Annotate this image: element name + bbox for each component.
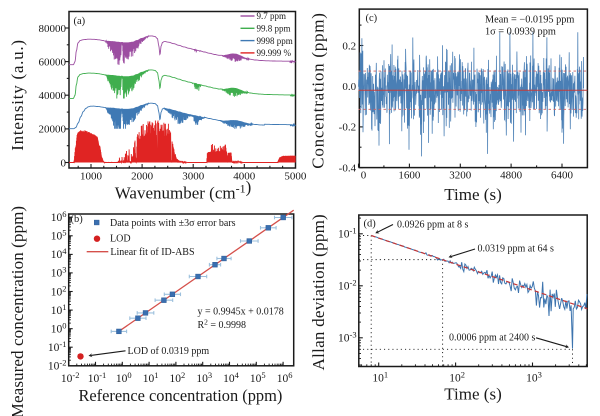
svg-text:0: 0 — [61, 157, 67, 169]
svg-text:0: 0 — [361, 170, 367, 182]
svg-text:0.0926 ppm at 8 s: 0.0926 ppm at 8 s — [397, 220, 468, 231]
svg-text:0.0319 ppm at 64 s: 0.0319 ppm at 64 s — [478, 244, 554, 255]
svg-text:Time (s): Time (s) — [444, 185, 501, 204]
svg-text:99.8 ppm: 99.8 ppm — [257, 24, 291, 34]
svg-text:-0.4: -0.4 — [339, 162, 357, 174]
svg-text:(a): (a) — [74, 16, 86, 27]
svg-text:Intensity (a.u.): Intensity (a.u.) — [8, 39, 27, 151]
svg-text:Measured concentration (ppm): Measured concentration (ppm) — [8, 206, 27, 416]
svg-text:2000: 2000 — [131, 171, 154, 183]
svg-text:4000: 4000 — [233, 171, 256, 183]
svg-text:(c): (c) — [366, 13, 378, 24]
svg-text:LOD of 0.0319 ppm: LOD of 0.0319 ppm — [128, 346, 210, 357]
svg-text:80000: 80000 — [39, 23, 67, 35]
svg-text:99.999 %: 99.999 % — [257, 48, 292, 58]
svg-text:Reference concentration (ppm): Reference concentration (ppm) — [78, 386, 282, 405]
svg-text:0.0006 ppm at 2400 s: 0.0006 ppm at 2400 s — [449, 333, 535, 344]
svg-text:20000: 20000 — [39, 124, 67, 136]
svg-text:R2 = 0.9998: R2 = 0.9998 — [198, 317, 247, 331]
svg-text:3000: 3000 — [182, 171, 205, 183]
svg-text:Allan deviation (ppm): Allan deviation (ppm) — [309, 214, 328, 370]
svg-text:60000: 60000 — [39, 56, 67, 68]
svg-text:5000: 5000 — [284, 171, 307, 183]
svg-text:Mean = −0.0195 ppm: Mean = −0.0195 ppm — [485, 15, 574, 26]
svg-text:1000: 1000 — [80, 171, 103, 183]
svg-text:6400: 6400 — [551, 170, 574, 182]
svg-text:-0.2: -0.2 — [339, 122, 356, 134]
svg-text:Data points with ±3σ error bar: Data points with ±3σ error bars — [110, 218, 236, 229]
svg-text:Time (s): Time (s) — [444, 385, 501, 404]
svg-text:Concentration (ppm): Concentration (ppm) — [309, 12, 328, 168]
svg-text:1600: 1600 — [398, 170, 421, 182]
svg-text:0.2: 0.2 — [342, 40, 356, 52]
svg-text:40000: 40000 — [39, 90, 67, 102]
svg-text:Linear fit of ID-ABS: Linear fit of ID-ABS — [110, 247, 194, 258]
svg-text:y = 0.9945x + 0.0178: y = 0.9945x + 0.0178 — [198, 307, 284, 318]
svg-text:9.7 ppm: 9.7 ppm — [257, 11, 287, 21]
svg-text:(b): (b) — [71, 214, 84, 225]
svg-text:(d): (d) — [364, 219, 377, 230]
svg-text:4800: 4800 — [500, 170, 523, 182]
svg-text:0.0: 0.0 — [342, 81, 356, 93]
svg-text:1σ = 0.0939 ppm: 1σ = 0.0939 ppm — [485, 27, 556, 38]
svg-text:3200: 3200 — [449, 170, 472, 182]
svg-text:9998 ppm: 9998 ppm — [257, 36, 293, 46]
svg-text:LOD: LOD — [110, 234, 131, 245]
